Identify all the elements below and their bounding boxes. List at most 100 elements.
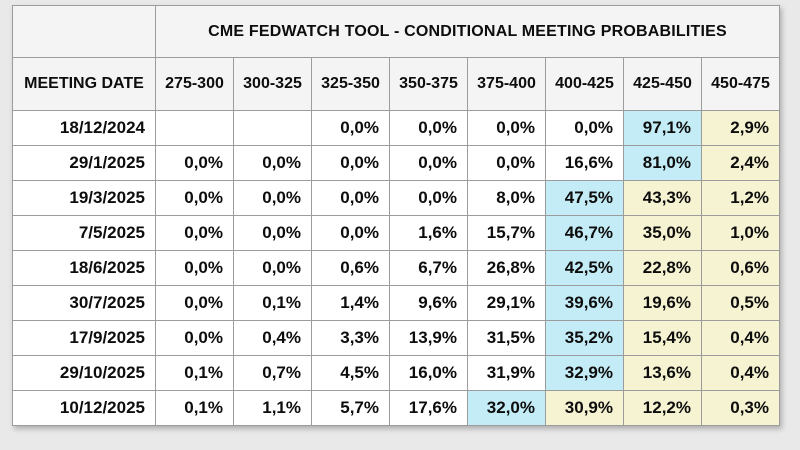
rate-range-header: 275-300 bbox=[155, 57, 234, 111]
probability-cell: 30,9% bbox=[545, 390, 624, 426]
corner-cell bbox=[12, 5, 156, 58]
probability-cell: 42,5% bbox=[545, 250, 624, 286]
probability-cell: 13,9% bbox=[389, 320, 468, 356]
probability-cell: 0,0% bbox=[233, 250, 312, 286]
probability-cell: 0,1% bbox=[155, 390, 234, 426]
rate-range-header: 350-375 bbox=[389, 57, 468, 111]
probability-cell: 4,5% bbox=[311, 355, 390, 391]
probability-cell: 0,1% bbox=[155, 355, 234, 391]
table-row: 29/1/2025 0,0% 0,0% 0,0% 0,0% 0,0% 16,6% 81,0% 2… bbox=[12, 145, 780, 181]
probability-cell: 0,0% bbox=[233, 180, 312, 216]
probability-cell: 32,9% bbox=[545, 355, 624, 391]
probability-cell: 0,0% bbox=[155, 285, 234, 321]
table-row: 18/12/2024 0,0% 0,0% 0,0% 0,0% 97,1% 2,9% bbox=[12, 110, 780, 146]
probability-cell: 13,6% bbox=[623, 355, 702, 391]
probability-cell: 8,0% bbox=[467, 180, 546, 216]
meeting-date-cell: 29/1/2025 bbox=[12, 145, 156, 181]
probability-cell: 9,6% bbox=[389, 285, 468, 321]
rate-range-header: 375-400 bbox=[467, 57, 546, 111]
probability-cell: 0,1% bbox=[233, 285, 312, 321]
probability-cell: 16,6% bbox=[545, 145, 624, 181]
rate-range-header: 300-325 bbox=[233, 57, 312, 111]
probability-cell: 0,4% bbox=[701, 355, 780, 391]
meeting-date-cell: 19/3/2025 bbox=[12, 180, 156, 216]
title-row: CME FEDWATCH TOOL - CONDITIONAL MEETING … bbox=[12, 5, 780, 58]
probability-cell: 35,0% bbox=[623, 215, 702, 251]
probability-cell: 1,6% bbox=[389, 215, 468, 251]
probability-cell bbox=[233, 110, 312, 146]
probability-cell: 0,4% bbox=[701, 320, 780, 356]
header-row: MEETING DATE 275-300 300-325 325-350 350-37… bbox=[12, 57, 780, 111]
table-title: CME FEDWATCH TOOL - CONDITIONAL MEETING … bbox=[155, 5, 780, 58]
probability-cell: 0,0% bbox=[155, 250, 234, 286]
probability-cell: 26,8% bbox=[467, 250, 546, 286]
meeting-date-cell: 17/9/2025 bbox=[12, 320, 156, 356]
meeting-date-cell: 18/12/2024 bbox=[12, 110, 156, 146]
probability-cell: 16,0% bbox=[389, 355, 468, 391]
rate-range-header: 400-425 bbox=[545, 57, 624, 111]
probability-cell: 31,9% bbox=[467, 355, 546, 391]
probability-cell: 47,5% bbox=[545, 180, 624, 216]
probability-cell: 1,0% bbox=[701, 215, 780, 251]
probability-cell: 0,0% bbox=[155, 320, 234, 356]
probability-cell: 0,0% bbox=[389, 180, 468, 216]
probability-cell: 0,6% bbox=[311, 250, 390, 286]
probability-cell: 81,0% bbox=[623, 145, 702, 181]
probability-cell: 6,7% bbox=[389, 250, 468, 286]
probability-cell: 19,6% bbox=[623, 285, 702, 321]
probability-cell: 0,0% bbox=[545, 110, 624, 146]
meeting-date-cell: 7/5/2025 bbox=[12, 215, 156, 251]
probability-cell: 46,7% bbox=[545, 215, 624, 251]
probability-cell: 1,1% bbox=[233, 390, 312, 426]
table-row: 17/9/2025 0,0% 0,4% 3,3% 13,9% 31,5% 35,2% 15,4… bbox=[12, 320, 780, 356]
probability-cell: 0,0% bbox=[467, 145, 546, 181]
page: CME FEDWATCH TOOL - CONDITIONAL MEETING … bbox=[12, 5, 780, 426]
probability-cell: 0,0% bbox=[155, 215, 234, 251]
probability-cell: 5,7% bbox=[311, 390, 390, 426]
rate-range-header: 450-475 bbox=[701, 57, 780, 111]
probability-cell: 1,2% bbox=[701, 180, 780, 216]
probability-cell: 0,0% bbox=[233, 145, 312, 181]
fedwatch-table: CME FEDWATCH TOOL - CONDITIONAL MEETING … bbox=[12, 5, 780, 426]
probability-cell: 0,0% bbox=[233, 215, 312, 251]
rate-range-header: 425-450 bbox=[623, 57, 702, 111]
probability-cell: 12,2% bbox=[623, 390, 702, 426]
probability-cell: 17,6% bbox=[389, 390, 468, 426]
probability-cell: 0,0% bbox=[389, 145, 468, 181]
probability-cell: 0,0% bbox=[311, 110, 390, 146]
probability-cell: 0,3% bbox=[701, 390, 780, 426]
probability-cell: 39,6% bbox=[545, 285, 624, 321]
table-row: 30/7/2025 0,0% 0,1% 1,4% 9,6% 29,1% 39,6% 19,6%… bbox=[12, 285, 780, 321]
meeting-date-header: MEETING DATE bbox=[12, 57, 156, 111]
probability-cell: 22,8% bbox=[623, 250, 702, 286]
meeting-date-cell: 18/6/2025 bbox=[12, 250, 156, 286]
probability-cell: 0,0% bbox=[311, 145, 390, 181]
table-row: 18/6/2025 0,0% 0,0% 0,6% 6,7% 26,8% 42,5% 22,8%… bbox=[12, 250, 780, 286]
probability-cell: 3,3% bbox=[311, 320, 390, 356]
probability-cell: 0,4% bbox=[233, 320, 312, 356]
probability-cell: 0,0% bbox=[311, 180, 390, 216]
probability-cell: 31,5% bbox=[467, 320, 546, 356]
probability-cell: 35,2% bbox=[545, 320, 624, 356]
probability-cell: 32,0% bbox=[467, 390, 546, 426]
meeting-date-cell: 30/7/2025 bbox=[12, 285, 156, 321]
table-row: 19/3/2025 0,0% 0,0% 0,0% 0,0% 8,0% 47,5% 43,3% 1… bbox=[12, 180, 780, 216]
probability-cell: 2,9% bbox=[701, 110, 780, 146]
probability-cell: 0,0% bbox=[155, 145, 234, 181]
probability-cell: 15,4% bbox=[623, 320, 702, 356]
meeting-date-cell: 10/12/2025 bbox=[12, 390, 156, 426]
probability-cell: 43,3% bbox=[623, 180, 702, 216]
probability-cell: 1,4% bbox=[311, 285, 390, 321]
probability-cell: 0,6% bbox=[701, 250, 780, 286]
probability-cell: 97,1% bbox=[623, 110, 702, 146]
probability-cell: 29,1% bbox=[467, 285, 546, 321]
table-row: 10/12/2025 0,1% 1,1% 5,7% 17,6% 32,0% 30,9% 12,… bbox=[12, 390, 780, 426]
meeting-date-cell: 29/10/2025 bbox=[12, 355, 156, 391]
table-row: 7/5/2025 0,0% 0,0% 0,0% 1,6% 15,7% 46,7% 35,0% 1… bbox=[12, 215, 780, 251]
probability-cell: 0,0% bbox=[155, 180, 234, 216]
probability-cell: 0,0% bbox=[389, 110, 468, 146]
probability-cell bbox=[155, 110, 234, 146]
table-row: 29/10/2025 0,1% 0,7% 4,5% 16,0% 31,9% 32,9% 13,… bbox=[12, 355, 780, 391]
probability-cell: 2,4% bbox=[701, 145, 780, 181]
rate-range-header: 325-350 bbox=[311, 57, 390, 111]
